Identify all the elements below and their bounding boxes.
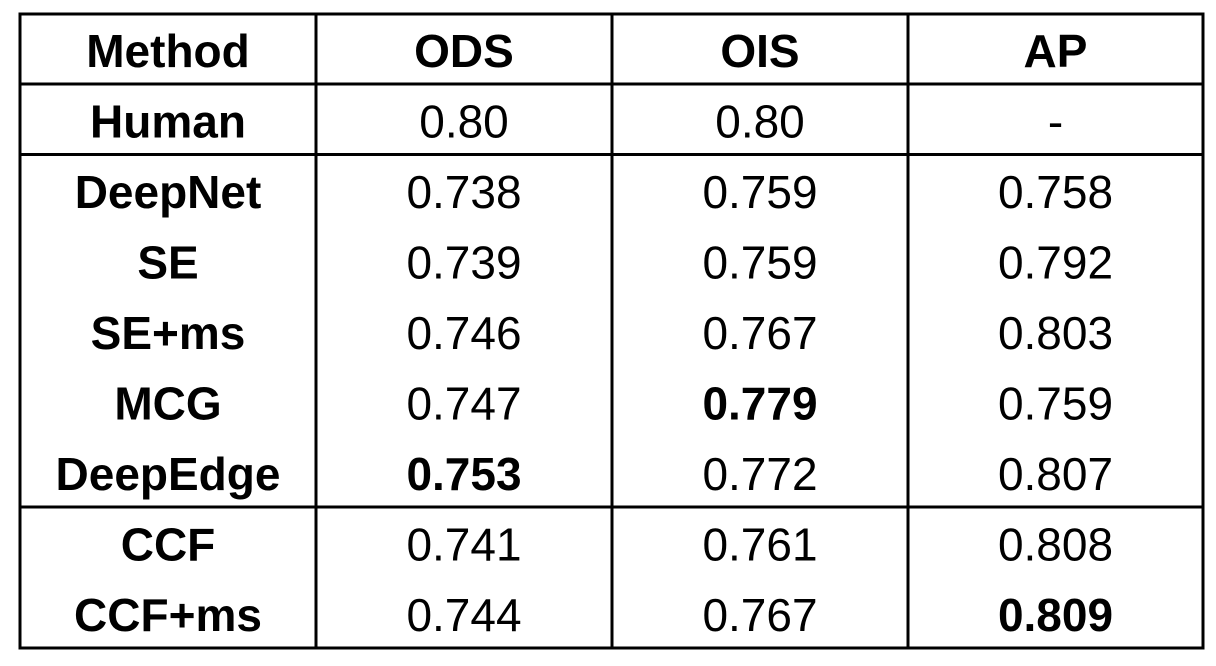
header-cell: Method xyxy=(86,25,250,77)
header-cell: AP xyxy=(1024,25,1088,77)
method-cell: DeepEdge xyxy=(56,448,281,500)
value-cell: 0.767 xyxy=(702,307,817,359)
value-cell: - xyxy=(1048,95,1063,147)
method-cell: SE+ms xyxy=(91,307,246,359)
value-cell: 0.738 xyxy=(406,166,521,218)
value-cell: 0.808 xyxy=(998,518,1113,570)
value-cell: 0.767 xyxy=(702,589,817,641)
value-cell: 0.761 xyxy=(702,518,817,570)
value-cell: 0.758 xyxy=(998,166,1113,218)
value-cell: 0.792 xyxy=(998,236,1113,288)
value-cell: 0.80 xyxy=(715,95,805,147)
method-cell: DeepNet xyxy=(75,166,262,218)
header-cell: OIS xyxy=(720,25,799,77)
value-cell: 0.809 xyxy=(998,589,1113,641)
value-cell: 0.741 xyxy=(406,518,521,570)
value-cell: 0.803 xyxy=(998,307,1113,359)
method-cell: CCF xyxy=(121,518,216,570)
value-cell: 0.739 xyxy=(406,236,521,288)
value-cell: 0.80 xyxy=(419,95,509,147)
value-cell: 0.747 xyxy=(406,377,521,429)
value-cell: 0.744 xyxy=(406,589,521,641)
value-cell: 0.746 xyxy=(406,307,521,359)
value-cell: 0.807 xyxy=(998,448,1113,500)
value-cell: 0.753 xyxy=(406,448,521,500)
method-cell: CCF+ms xyxy=(74,589,262,641)
value-cell: 0.759 xyxy=(702,236,817,288)
method-cell: MCG xyxy=(114,377,221,429)
value-cell: 0.759 xyxy=(702,166,817,218)
value-cell: 0.772 xyxy=(702,448,817,500)
method-cell: SE xyxy=(137,236,198,288)
value-cell: 0.779 xyxy=(702,377,817,429)
header-cell: ODS xyxy=(414,25,514,77)
method-cell: Human xyxy=(90,95,246,147)
value-cell: 0.759 xyxy=(998,377,1113,429)
